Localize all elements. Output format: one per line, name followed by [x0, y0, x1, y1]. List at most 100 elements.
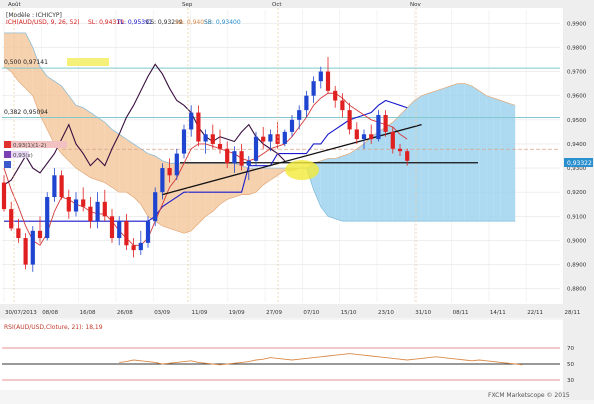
- cloud-segment: [493, 98, 501, 222]
- rsi-level-label: 30: [567, 378, 574, 384]
- candle-body: [73, 199, 79, 212]
- cloud-segment: [349, 148, 357, 222]
- candle-body: [124, 221, 129, 246]
- cloud-segment: [450, 83, 458, 222]
- candle-body: [340, 100, 345, 111]
- candle-body: [225, 148, 230, 164]
- cloud-segment: [457, 83, 465, 222]
- cloud-segment: [227, 163, 235, 200]
- price-axis-bg: [563, 8, 594, 400]
- y-tick-label: 0,9000: [567, 238, 587, 244]
- cloud-segment: [277, 168, 285, 176]
- candle-body: [117, 221, 122, 239]
- cloud-segment: [328, 158, 336, 219]
- x-tick-label: 28/11: [565, 310, 581, 316]
- candle-body: [397, 148, 403, 152]
- indicator-value: SB: 0,93400: [204, 19, 241, 26]
- rsi-title: RSI(AUD/USD,Cloture, 21): 18,19: [4, 324, 103, 331]
- marker-2-tag: [4, 151, 11, 158]
- cloud-segment: [320, 158, 328, 217]
- marker-2-box: [11, 151, 29, 158]
- y-tick-label: 0,9100: [567, 214, 587, 220]
- candle-body: [405, 151, 410, 161]
- candle-body: [1, 182, 7, 210]
- y-tick-label: 0,9700: [567, 70, 587, 76]
- x-tick-label: 08/11: [453, 310, 469, 316]
- candle-body: [189, 112, 194, 130]
- candle-body: [347, 110, 352, 130]
- x-tick-label: 31/10: [415, 310, 431, 316]
- cloud-segment: [4, 32, 12, 72]
- fib-382-label: 0,382 0,95094: [4, 109, 48, 116]
- highlight-circle: [285, 160, 319, 180]
- indicator-value: SA: 0,94053: [175, 19, 212, 26]
- candle-body: [383, 114, 388, 132]
- candle-body: [361, 134, 367, 140]
- x-tick-label: 15/10: [341, 310, 357, 316]
- month-label: Sep: [182, 2, 193, 8]
- month-label: Août: [8, 1, 22, 8]
- cloud-segment: [119, 134, 127, 193]
- cloud-segment: [133, 143, 141, 205]
- candle-body: [246, 160, 251, 166]
- candle-body: [318, 71, 323, 82]
- cloud-segment: [234, 163, 242, 198]
- candle-body: [217, 143, 223, 149]
- cloud-segment: [508, 102, 516, 222]
- cloud-segment: [421, 93, 429, 222]
- candle-body: [138, 242, 143, 251]
- cloud-segment: [32, 47, 40, 115]
- marker-2-label: 0,93(x): [13, 153, 33, 159]
- model-label: [Modèle : ICHICYP]: [6, 12, 62, 19]
- cloud-segment: [184, 163, 192, 234]
- candle-body: [275, 134, 280, 144]
- candle-body: [9, 209, 14, 229]
- y-tick-label: 0,8900: [567, 263, 587, 269]
- x-tick-label: 27/09: [266, 310, 282, 316]
- candle-body: [261, 136, 266, 142]
- cloud-segment: [76, 105, 84, 173]
- candle-body: [52, 175, 57, 198]
- cloud-segment: [479, 90, 487, 222]
- cloud-segment: [414, 95, 422, 222]
- candle-body: [81, 199, 86, 207]
- indicator-label: ICH(AUD/USD, 9, 26, 52): [6, 19, 80, 26]
- cloud-segment: [104, 122, 112, 188]
- cloud-segment: [112, 129, 120, 193]
- indicator-value: SL: 0,94319: [88, 19, 124, 26]
- candle-body: [131, 245, 136, 251]
- candle-body: [45, 197, 50, 239]
- candle-body: [153, 192, 158, 222]
- candle-body: [304, 95, 309, 111]
- cloud-segment: [356, 143, 364, 222]
- x-tick-label: 11/09: [192, 310, 208, 316]
- candle-body: [239, 151, 244, 166]
- cloud-segment: [25, 32, 33, 96]
- cloud-segment: [198, 163, 206, 224]
- candle-body: [160, 168, 165, 193]
- x-tick-label: 16/08: [80, 310, 96, 316]
- cloud-segment: [248, 168, 256, 195]
- rsi-line: [119, 353, 523, 366]
- candle-body: [145, 221, 151, 243]
- fib-500-label: 0,500 0,97141: [4, 59, 48, 66]
- cloud-segment: [47, 76, 55, 144]
- y-tick-label: 0,9200: [567, 190, 587, 196]
- chikou-span-line: [3, 63, 286, 186]
- x-tick-label: 23/10: [378, 310, 394, 316]
- cloud-segment: [407, 100, 415, 222]
- credit: FXCM Marketscope © 2015: [488, 392, 570, 399]
- cloud-segment: [176, 163, 184, 234]
- cloud-segment: [464, 83, 472, 222]
- marker-3-tag: [4, 161, 11, 168]
- cloud-segment: [205, 163, 213, 217]
- y-tick-label: 0,9600: [567, 94, 587, 100]
- cloud-segment: [83, 107, 91, 178]
- senkou-a-line: [3, 66, 516, 234]
- candle-body: [196, 112, 201, 142]
- rsi-level-label: 50: [567, 362, 574, 368]
- cloud-segment: [263, 168, 271, 185]
- y-tick-label: 0,9500: [567, 118, 587, 124]
